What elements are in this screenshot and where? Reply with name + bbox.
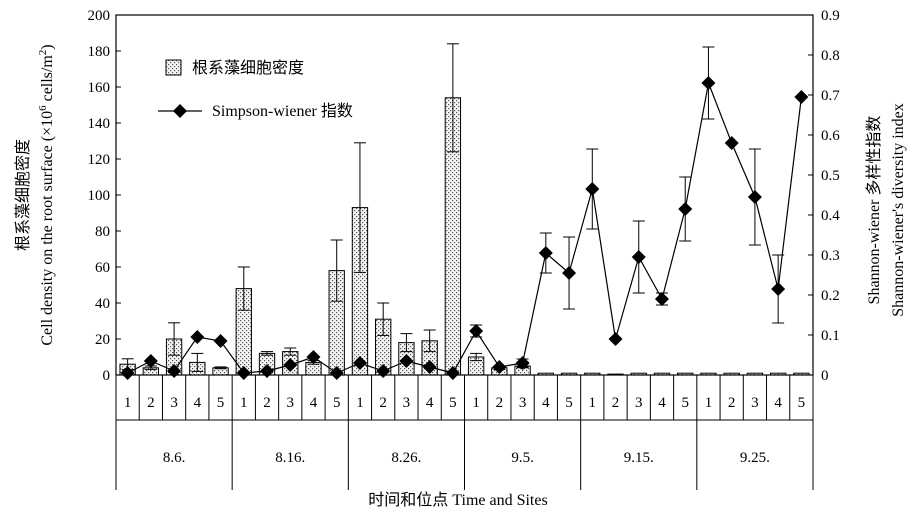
diversity-point bbox=[794, 90, 809, 104]
left-tick-label: 160 bbox=[88, 80, 111, 96]
diversity-point bbox=[608, 332, 623, 346]
diversity-point bbox=[143, 354, 158, 368]
diversity-point bbox=[771, 282, 786, 296]
axis-labels: 时间和位点 Time and Sites 根系藻细胞密度 Cell density … bbox=[14, 44, 907, 509]
site-label: 1 bbox=[124, 395, 132, 411]
date-group-label: 9.25. bbox=[740, 450, 770, 466]
legend-bar-swatch bbox=[165, 59, 182, 76]
site-label: 2 bbox=[612, 395, 620, 411]
site-label: 3 bbox=[519, 395, 527, 411]
right-tick-label: 0.6 bbox=[821, 128, 840, 144]
diversity-point bbox=[654, 292, 669, 306]
left-tick-label: 120 bbox=[88, 152, 111, 168]
diversity-point bbox=[399, 354, 414, 368]
site-label: 4 bbox=[426, 395, 434, 411]
site-label: 5 bbox=[333, 395, 341, 411]
diversity-point bbox=[469, 324, 484, 338]
right-tick-label: 0.5 bbox=[821, 168, 840, 184]
left-tick-label: 140 bbox=[88, 116, 111, 132]
y-axis-title-right-cn: Shannon-wiener 多样性指数 bbox=[865, 116, 883, 305]
date-group-label: 8.6. bbox=[163, 450, 186, 466]
date-group-label: 8.16. bbox=[275, 450, 305, 466]
left-tick-label: 0 bbox=[103, 368, 111, 384]
site-label: 1 bbox=[705, 395, 713, 411]
site-label: 4 bbox=[194, 395, 202, 411]
right-tick-label: 0 bbox=[821, 368, 829, 384]
diversity-point bbox=[492, 360, 507, 374]
right-tick-label: 0.7 bbox=[821, 88, 840, 104]
site-label: 4 bbox=[774, 395, 782, 411]
right-tick-label: 0.9 bbox=[821, 8, 840, 24]
right-tick-label: 0.1 bbox=[821, 328, 840, 344]
diversity-point bbox=[585, 182, 600, 196]
diversity-line bbox=[127, 80, 802, 374]
site-label: 3 bbox=[751, 395, 759, 411]
legend: 根系藻细胞密度 Simpson-wiener 指数 bbox=[158, 59, 353, 120]
site-label: 1 bbox=[240, 395, 248, 411]
y-axis-title-right-en: Shannon-wiener's diversity index bbox=[890, 103, 907, 317]
diversity-point bbox=[515, 356, 530, 370]
site-label: 5 bbox=[565, 395, 573, 411]
diversity-point bbox=[306, 350, 321, 364]
y-axis-title-left-en: Cell density on the root surface (×106 c… bbox=[37, 44, 56, 345]
right-tick-label: 0.4 bbox=[821, 208, 840, 224]
diversity-point bbox=[631, 250, 646, 264]
left-tick-label: 100 bbox=[88, 188, 111, 204]
left-tick-label: 180 bbox=[88, 44, 111, 60]
diversity-point bbox=[562, 266, 577, 280]
diversity-point bbox=[329, 366, 344, 380]
plot-area bbox=[119, 43, 810, 380]
diversity-point bbox=[422, 360, 437, 374]
site-label: 4 bbox=[658, 395, 666, 411]
site-label: 4 bbox=[542, 395, 550, 411]
left-tick-label: 20 bbox=[95, 332, 110, 348]
axes: 0 20 40 60 80 100 120 140 160 180 200 0 0.1 0.2 0.3 0.4… bbox=[88, 8, 840, 490]
left-tick-label: 200 bbox=[88, 8, 111, 24]
diversity-point bbox=[747, 190, 762, 204]
left-tick-label: 60 bbox=[95, 260, 110, 276]
right-tick-label: 0.2 bbox=[821, 288, 840, 304]
diversity-point bbox=[236, 366, 251, 380]
left-tick-label: 40 bbox=[95, 296, 110, 312]
legend-bar-label: 根系藻细胞密度 bbox=[192, 59, 304, 77]
site-label: 1 bbox=[472, 395, 480, 411]
date-group-label: 9.5. bbox=[511, 450, 534, 466]
diversity-point bbox=[120, 366, 135, 380]
diversity-point bbox=[538, 246, 553, 260]
site-label: 3 bbox=[635, 395, 643, 411]
site-label: 2 bbox=[728, 395, 736, 411]
y-axis-title-left-cn: 根系藻细胞密度 bbox=[14, 139, 32, 251]
site-label: 5 bbox=[217, 395, 225, 411]
site-label: 3 bbox=[403, 395, 411, 411]
site-label: 4 bbox=[310, 395, 318, 411]
diversity-point bbox=[445, 366, 460, 380]
diversity-point bbox=[190, 330, 205, 344]
left-tick-label: 80 bbox=[95, 224, 110, 240]
site-label: 2 bbox=[263, 395, 271, 411]
diversity-point bbox=[701, 76, 716, 90]
right-tick-label: 0.3 bbox=[821, 248, 840, 264]
site-label: 2 bbox=[379, 395, 387, 411]
right-tick-label: 0.8 bbox=[821, 48, 840, 64]
legend-line-label: Simpson-wiener 指数 bbox=[212, 102, 353, 120]
site-label: 5 bbox=[449, 395, 457, 411]
site-label: 3 bbox=[170, 395, 178, 411]
site-label: 5 bbox=[798, 395, 806, 411]
date-group-label: 8.26. bbox=[391, 450, 421, 466]
diversity-point bbox=[283, 358, 298, 372]
site-label: 5 bbox=[681, 395, 689, 411]
site-label: 2 bbox=[147, 395, 155, 411]
site-label: 1 bbox=[356, 395, 364, 411]
diversity-point bbox=[213, 334, 228, 348]
site-label: 2 bbox=[496, 395, 504, 411]
diversity-point bbox=[352, 356, 367, 370]
diversity-point bbox=[678, 202, 693, 216]
x-axis-title: 时间和位点 Time and Sites bbox=[368, 491, 547, 509]
date-group-label: 9.15. bbox=[624, 450, 654, 466]
diversity-point bbox=[724, 136, 739, 150]
legend-marker-swatch bbox=[173, 104, 187, 118]
site-label: 1 bbox=[589, 395, 597, 411]
site-label: 3 bbox=[287, 395, 295, 411]
